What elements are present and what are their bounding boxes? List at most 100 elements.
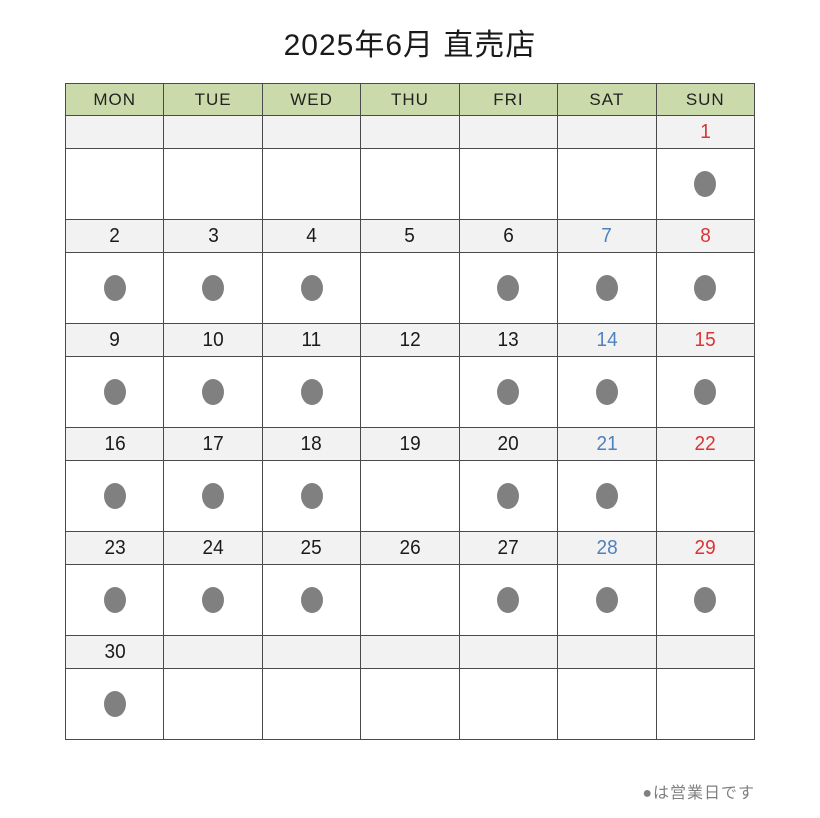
- weekday-header-mon: MON: [64, 83, 165, 116]
- date-number: 21: [596, 432, 618, 455]
- date-cell: 1: [655, 115, 756, 149]
- date-number: 20: [497, 432, 519, 455]
- date-cell: 10: [163, 323, 263, 357]
- open-day-dot: [497, 587, 520, 613]
- date-cell: [64, 115, 165, 149]
- open-day-dot: [497, 275, 520, 301]
- date-cell: 27: [458, 531, 559, 565]
- date-number: 30: [104, 640, 126, 663]
- open-day-dot: [103, 587, 126, 613]
- date-number: 6: [503, 224, 514, 247]
- week-1-date-row: 1: [64, 115, 756, 149]
- open-cell: [64, 356, 165, 428]
- open-day-dot: [300, 483, 323, 509]
- open-day-dot: [694, 587, 717, 613]
- week-3-open-row: [64, 356, 756, 428]
- open-day-dot: [595, 379, 618, 405]
- week-6-open-row: [64, 668, 756, 740]
- date-cell: 29: [655, 531, 756, 565]
- date-number: 25: [300, 536, 323, 559]
- date-number: 16: [104, 432, 126, 455]
- open-cell: [557, 356, 657, 428]
- open-day-dot: [694, 275, 717, 301]
- open-day-dot: [103, 483, 126, 509]
- date-cell: [163, 635, 263, 669]
- open-day-dot: [103, 691, 126, 717]
- date-cell: 11: [261, 323, 362, 357]
- date-cell: [458, 115, 559, 149]
- open-cell: [360, 148, 460, 220]
- date-number: 5: [404, 224, 416, 247]
- open-day-dot: [103, 379, 126, 405]
- calendar-table: MON TUE WED THU FRI SAT SUN 1 2 3 4 5 6 7 8 9 10 11 12 13 1…: [64, 83, 756, 740]
- date-number: 13: [497, 328, 519, 351]
- week-4-date-row: 16 17 18 19 20 21 22: [64, 427, 756, 461]
- date-number: 9: [109, 328, 120, 351]
- open-day-dot: [595, 483, 618, 509]
- page-title: 2025年6月 直売店: [283, 29, 537, 62]
- open-cell: [261, 148, 362, 220]
- date-number: 26: [399, 536, 421, 559]
- date-cell: [360, 115, 460, 149]
- date-number: 14: [596, 328, 618, 351]
- week-5-date-row: 23 24 25 26 27 28 29: [64, 531, 756, 565]
- weekday-header-sat: SAT: [557, 83, 657, 116]
- open-cell: [655, 564, 756, 636]
- date-number: 17: [202, 432, 224, 455]
- weekday-header-tue: TUE: [163, 83, 263, 116]
- open-cell: [458, 460, 559, 532]
- open-day-dot: [595, 275, 618, 301]
- date-cell: 28: [557, 531, 657, 565]
- date-cell: 14: [557, 323, 657, 357]
- open-cell: [360, 460, 460, 532]
- open-cell: [557, 564, 657, 636]
- date-cell: 21: [557, 427, 657, 461]
- open-cell: [261, 356, 362, 428]
- date-number: 10: [202, 328, 224, 351]
- week-2-open-row: [64, 252, 756, 324]
- date-number: 29: [694, 536, 716, 559]
- weekday-header-wed: WED: [261, 83, 362, 116]
- date-cell: 20: [458, 427, 559, 461]
- date-number: 8: [699, 224, 711, 247]
- open-day-dot: [202, 587, 225, 613]
- date-cell: [458, 635, 559, 669]
- legend-note: ●は営業日です: [642, 785, 755, 802]
- open-day-dot: [103, 275, 126, 301]
- open-cell: [163, 668, 263, 740]
- date-number: 3: [207, 224, 219, 247]
- date-cell: 3: [163, 219, 263, 253]
- open-cell: [64, 252, 165, 324]
- open-cell: [655, 460, 756, 532]
- open-cell: [163, 252, 263, 324]
- open-cell: [163, 148, 263, 220]
- date-cell: 15: [655, 323, 756, 357]
- date-cell: 26: [360, 531, 460, 565]
- date-number: 12: [399, 328, 421, 351]
- open-cell: [655, 252, 756, 324]
- date-cell: [261, 635, 362, 669]
- date-cell: 9: [64, 323, 165, 357]
- date-cell: 25: [261, 531, 362, 565]
- open-day-dot: [300, 379, 323, 405]
- date-cell: 7: [557, 219, 657, 253]
- date-cell: 22: [655, 427, 756, 461]
- date-cell: [655, 635, 756, 669]
- open-day-dot: [202, 379, 225, 405]
- date-number: 23: [104, 536, 126, 559]
- open-cell: [261, 252, 362, 324]
- calendar-body: 1 2 3 4 5 6 7 8 9 10 11 12 13 14 15 16 17 18 19 20 21 22 23 24 2…: [64, 115, 756, 740]
- open-cell: [655, 148, 756, 220]
- open-day-dot: [202, 483, 225, 509]
- open-cell: [655, 668, 756, 740]
- open-cell: [261, 668, 362, 740]
- date-cell: 17: [163, 427, 263, 461]
- open-cell: [64, 148, 165, 220]
- date-cell: 2: [64, 219, 165, 253]
- weekday-header-sun: SUN: [655, 83, 756, 116]
- open-cell: [163, 356, 263, 428]
- open-cell: [655, 356, 756, 428]
- open-day-dot: [595, 587, 618, 613]
- date-number: 19: [399, 432, 421, 455]
- date-cell: 4: [261, 219, 362, 253]
